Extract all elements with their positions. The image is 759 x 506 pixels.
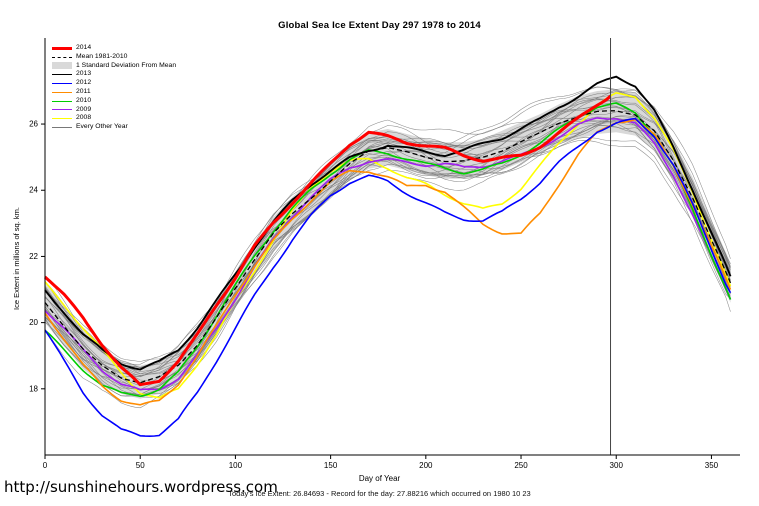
- legend-swatch-box: [52, 62, 72, 70]
- legend-item: 2010: [52, 97, 176, 106]
- x-tick-label: 200: [419, 461, 433, 470]
- other-year-line: [44, 124, 731, 368]
- legend-label: 2010: [76, 96, 92, 104]
- legend-item: 2011: [52, 88, 176, 97]
- legend-label: 2008: [76, 114, 92, 122]
- legend-swatch-line: [52, 74, 72, 76]
- mean-line: [44, 110, 732, 384]
- legend-swatch-thick: [52, 46, 72, 50]
- legend-swatch-line: [52, 118, 72, 120]
- legend-label: 1 Standard Deviation From Mean: [76, 61, 177, 69]
- series-line-2012: [44, 117, 732, 438]
- y-tick-label: 26: [29, 120, 38, 129]
- legend-label: 2014: [76, 44, 92, 51]
- series-line-2010: [44, 102, 732, 398]
- legend-label: 2012: [76, 79, 92, 87]
- legend-swatch-thin: [52, 127, 72, 129]
- series-line-2014: [43, 94, 612, 387]
- legend-label: 2013: [76, 70, 92, 78]
- chart-title: Global Sea Ice Extent Day 297 1978 to 20…: [278, 20, 481, 31]
- series-line-2009: [44, 117, 732, 391]
- legend-label: 2011: [76, 87, 91, 95]
- y-tick-label: 18: [29, 384, 38, 393]
- source-url: http://sunshinehours.wordpress.com: [4, 478, 278, 496]
- other-year-line: [44, 106, 731, 375]
- y-axis-label: Ice Extent in millions of sq. km.: [12, 207, 21, 310]
- legend-swatch-line: [52, 83, 72, 85]
- legend-swatch-dashed: [52, 56, 72, 58]
- other-year-line: [44, 89, 731, 396]
- y-tick-label: 24: [29, 186, 38, 195]
- x-tick-label: 300: [610, 461, 624, 470]
- legend-item: 2008: [52, 114, 176, 123]
- x-tick-label: 50: [136, 461, 145, 470]
- legend-swatch-line: [52, 91, 72, 93]
- legend-label: 2009: [76, 105, 92, 113]
- other-year-line: [44, 140, 731, 378]
- other-year-line: [44, 137, 731, 376]
- x-tick-label: 100: [229, 461, 243, 470]
- other-year-line: [44, 107, 731, 377]
- legend-label: Every Other Year: [76, 123, 128, 131]
- x-tick-label: 150: [324, 461, 338, 470]
- x-tick-label: 0: [43, 461, 48, 470]
- legend-item: Every Other Year: [52, 123, 176, 132]
- other-year-line: [44, 88, 731, 375]
- legend-item: 2012: [52, 79, 176, 88]
- x-axis-label: Day of Year: [358, 474, 401, 483]
- other-year-line: [44, 116, 731, 391]
- legend-label: Mean 1981-2010: [76, 52, 128, 60]
- legend: 2014 Mean 1981-2010 1 Standard Deviation F…: [52, 44, 176, 132]
- y-tick-label: 20: [29, 318, 38, 327]
- legend-swatch-line: [52, 109, 72, 111]
- status-line: Today's Ice Extent: 26.84693 - Record fo…: [228, 489, 531, 498]
- legend-item: 2014: [52, 44, 176, 53]
- series-line-2008: [44, 91, 732, 399]
- x-tick-label: 250: [514, 461, 528, 470]
- legend-swatch-line: [52, 100, 72, 102]
- legend-item: 2013: [52, 70, 176, 79]
- other-year-line: [44, 125, 731, 395]
- other-year-line: [44, 111, 731, 372]
- legend-item: 2009: [52, 106, 176, 115]
- x-tick-label: 350: [705, 461, 719, 470]
- legend-item: 1 Standard Deviation From Mean: [52, 62, 176, 71]
- y-tick-label: 22: [29, 252, 38, 261]
- other-year-line: [44, 98, 731, 396]
- sd-band: [45, 89, 731, 399]
- legend-item: Mean 1981-2010: [52, 53, 176, 62]
- series-line-2013: [44, 75, 732, 371]
